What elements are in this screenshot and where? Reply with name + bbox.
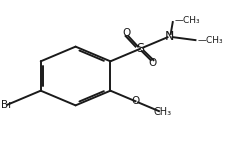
Text: —CH₃: —CH₃ [197, 36, 222, 45]
Text: —CH₃: —CH₃ [174, 16, 200, 25]
Text: Br: Br [1, 100, 12, 110]
Text: S: S [135, 42, 143, 55]
Text: N: N [164, 30, 173, 43]
Text: O: O [122, 28, 130, 38]
Text: O: O [131, 96, 139, 106]
Text: O: O [148, 58, 156, 68]
Text: CH₃: CH₃ [153, 107, 171, 117]
